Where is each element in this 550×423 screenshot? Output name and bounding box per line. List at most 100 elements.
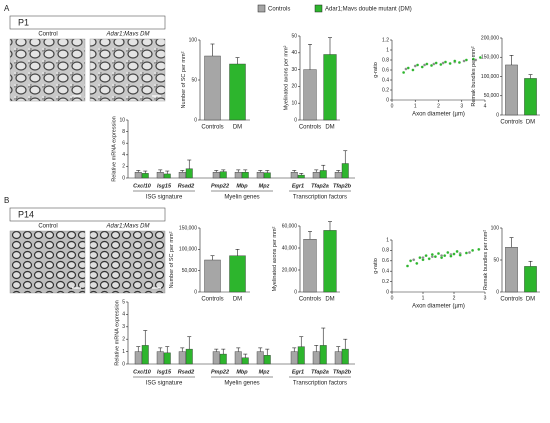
x-tick-label: 3 (460, 103, 463, 109)
y-tick-label: 20,000 (282, 267, 298, 273)
micrograph (9, 230, 86, 294)
scatter-point (477, 247, 481, 251)
y-tick-label: 1 (386, 237, 389, 243)
x-tick-label: 1 (414, 103, 417, 109)
bar (229, 63, 246, 121)
x-tick-label: Tfap2a (311, 369, 329, 375)
y-axis-label: Myelinated axons per mm² (272, 226, 278, 291)
y-tick-label: 0 (386, 97, 389, 103)
bar (524, 78, 537, 116)
scatter-point (418, 256, 422, 260)
scatter-point (406, 264, 410, 268)
y-tick-label: 2 (122, 164, 125, 170)
bar (229, 255, 246, 293)
bar (141, 345, 149, 365)
y-tick-label: 0 (294, 289, 297, 295)
scatter-point (478, 55, 482, 59)
bar (134, 351, 142, 365)
micrograph (89, 230, 166, 294)
scatter-point (464, 251, 468, 255)
x-tick-label: 2 (437, 103, 440, 109)
x-tick-label: Isg15 (157, 183, 172, 189)
x-tick-label: DM (233, 297, 242, 303)
x-tick-label: 0 (391, 103, 394, 109)
legend-swatch (257, 4, 266, 13)
y-tick-label: 0.2 (382, 87, 389, 93)
y-axis-label: g-ratio (373, 258, 379, 274)
bar (163, 352, 171, 365)
x-tick-label: Pmp22 (211, 183, 229, 189)
y-tick-label: 40 (291, 50, 297, 56)
x-tick-label: Tfap2b (333, 369, 352, 375)
scatter-point (437, 252, 441, 256)
y-tick-label: 0.2 (382, 279, 389, 285)
bar (219, 353, 227, 365)
x-tick-label: 3 (484, 295, 487, 301)
scatter-point (471, 57, 475, 61)
bar (241, 357, 249, 365)
bar (303, 69, 317, 121)
bar (312, 351, 320, 365)
y-tick-label: 100 (491, 225, 500, 231)
scatter-point (430, 253, 434, 257)
panel-label: A (4, 4, 10, 13)
y-axis-label: Number of SC per mm² (169, 231, 175, 288)
scatter-point (448, 61, 452, 65)
micrograph (89, 38, 166, 102)
bar (204, 259, 221, 293)
bar (219, 171, 227, 179)
scatter-point (443, 60, 447, 64)
y-tick-label: 1.2 (382, 37, 389, 43)
x-tick-label: Controls (299, 125, 321, 131)
x-tick-label: Rsad2 (178, 183, 195, 189)
bar (319, 170, 327, 179)
y-tick-label: 0 (194, 289, 197, 295)
scatter-point (406, 66, 410, 70)
y-tick-label: 0 (496, 289, 499, 295)
scatter-point (415, 261, 419, 265)
stage-label: P1 (18, 17, 29, 27)
image-label: Control (38, 32, 57, 38)
group-label: ISG signature (146, 381, 183, 387)
scatter-point (427, 257, 431, 261)
group-label: Myelin genes (224, 195, 259, 201)
bar (141, 173, 149, 179)
scatter-point (425, 62, 429, 66)
bar (323, 54, 337, 121)
y-tick-label: 150,000 (179, 225, 197, 231)
x-tick-label: Rsad2 (178, 369, 195, 375)
x-tick-label: Cxcl10 (133, 369, 151, 375)
bar (303, 238, 317, 293)
bar (234, 171, 242, 179)
bar (312, 171, 320, 179)
group-label: Transcription factors (293, 195, 347, 201)
bar (256, 351, 264, 365)
micrograph (9, 38, 86, 102)
y-tick-label: 20 (291, 84, 297, 90)
y-axis-label: Myelinated axons per mm² (284, 45, 290, 110)
group-label: Myelin genes (224, 381, 259, 387)
bar (524, 266, 537, 293)
scatter-point (452, 252, 456, 256)
legend-label: Adar1;Mavs double mutant (DM) (325, 7, 412, 13)
group-label: Transcription factors (293, 381, 347, 387)
scatter-point (464, 58, 468, 62)
x-axis-label: Axon diameter (µm) (412, 112, 465, 118)
y-tick-label: 4 (122, 312, 125, 318)
bar (334, 351, 342, 365)
y-tick-label: 100,000 (179, 247, 197, 253)
y-tick-label: 0 (294, 117, 297, 123)
bar (156, 351, 164, 365)
y-tick-label: 30 (291, 67, 297, 73)
y-tick-label: 50 (291, 33, 297, 39)
y-tick-label: 10 (119, 117, 125, 123)
bar (178, 351, 186, 365)
scatter-point (455, 249, 459, 253)
stage-label: P14 (18, 209, 34, 219)
bar (256, 171, 264, 179)
group-label: ISG signature (146, 195, 183, 201)
scatter-point (421, 258, 425, 262)
y-tick-label: 50 (191, 77, 197, 83)
x-tick-label: Controls (500, 120, 522, 126)
